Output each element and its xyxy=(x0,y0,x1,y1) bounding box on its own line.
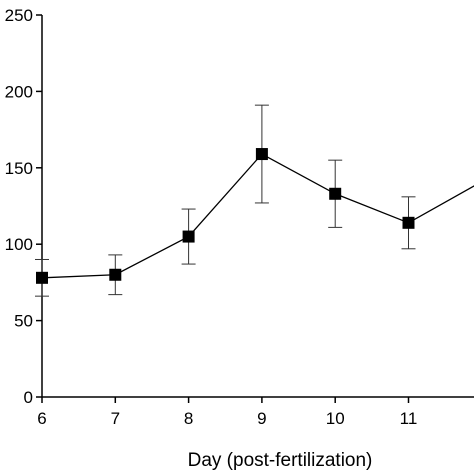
x-tick-label: 10 xyxy=(326,409,345,428)
plot-area xyxy=(35,104,474,297)
axes xyxy=(41,15,474,398)
data-point-marker xyxy=(402,216,415,229)
y-tick-label: 250 xyxy=(5,6,33,25)
x-tick-label: 7 xyxy=(111,409,120,428)
data-point-marker xyxy=(36,271,48,284)
data-point-marker xyxy=(329,187,342,200)
y-tick-label: 200 xyxy=(5,82,33,101)
data-point-marker xyxy=(255,148,268,161)
x-axis-ticks: 678910111 xyxy=(37,397,418,428)
data-point-marker xyxy=(109,268,122,281)
y-tick-label: 100 xyxy=(5,235,33,254)
x-tick-label: 11 xyxy=(400,409,418,428)
y-tick-label: 0 xyxy=(24,388,33,407)
y-tick-label: 150 xyxy=(5,159,33,178)
series-line xyxy=(41,153,474,279)
x-tick-label: 9 xyxy=(257,409,266,428)
x-axis-title: Day (post-fertilization) xyxy=(188,450,373,471)
y-tick-label: 50 xyxy=(14,312,33,331)
x-tick-label: 6 xyxy=(37,409,46,428)
data-point-marker xyxy=(182,230,195,243)
y-axis-ticks: 0 50 100 150 200 250 xyxy=(5,6,42,407)
x-tick-label: 8 xyxy=(184,409,193,428)
